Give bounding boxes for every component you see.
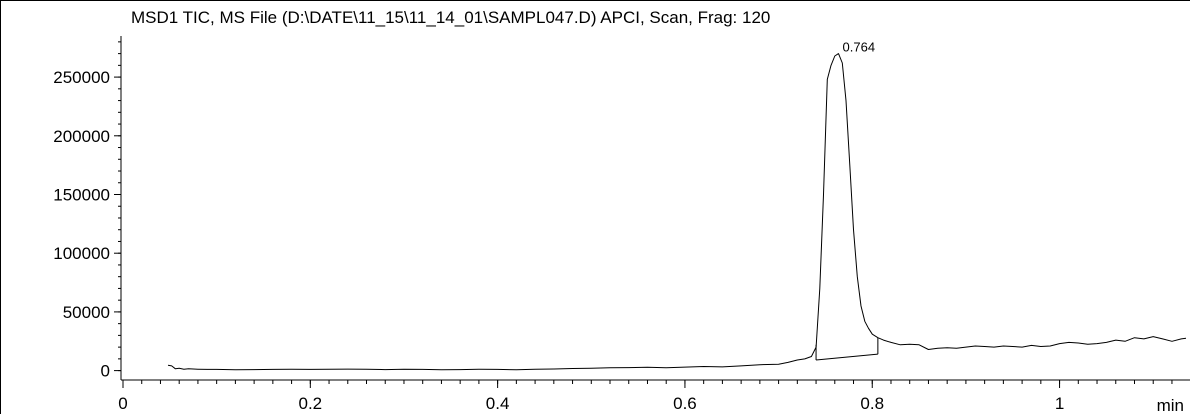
chart-title: MSD1 TIC, MS File (D:\DATE\11_15\11_14_0… bbox=[131, 8, 771, 27]
y-tick-label: 150000 bbox=[53, 185, 110, 204]
y-tick-label: 250000 bbox=[53, 68, 110, 87]
peak-label: 0.764 bbox=[843, 40, 876, 55]
x-tick-label: 0.2 bbox=[298, 394, 322, 413]
x-tick-label: 0.6 bbox=[673, 394, 697, 413]
y-tick-label: 50000 bbox=[63, 303, 110, 322]
tic-trace-line bbox=[167, 53, 1187, 371]
peak-baseline bbox=[816, 353, 878, 361]
x-axis-label: min bbox=[1157, 396, 1184, 414]
axes bbox=[114, 36, 1190, 388]
y-tick-label: 200000 bbox=[53, 127, 110, 146]
plot-area bbox=[167, 53, 1187, 371]
y-tick-label: 0 bbox=[101, 362, 110, 381]
x-tick-label: 1 bbox=[1055, 394, 1064, 413]
x-tick-label: 0 bbox=[118, 394, 127, 413]
y-tick-label: 100000 bbox=[53, 244, 110, 263]
x-tick-label: 0.8 bbox=[860, 394, 884, 413]
labels: 0 50000 100000 150000 200000 250000 0 0.2 0.4 0.6… bbox=[53, 40, 1184, 414]
x-tick-label: 0.4 bbox=[486, 394, 510, 413]
